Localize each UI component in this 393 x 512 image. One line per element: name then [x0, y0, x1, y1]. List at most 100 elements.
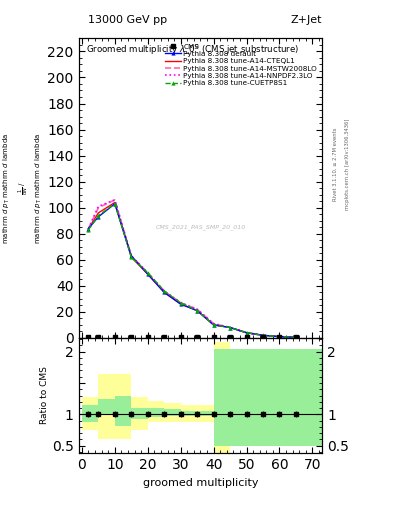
Line: Pythia 8.308 tune-A14-CTEQL1: Pythia 8.308 tune-A14-CTEQL1 — [88, 202, 296, 337]
Pythia 8.308 tune-A14-CTEQL1 — [261, 332, 265, 338]
Pythia 8.308 tune-A14-NNPDF2.3LO — [162, 288, 167, 294]
Pythia 8.308 tune-A14-MSTW2008LO — [178, 300, 183, 306]
Line: Pythia 8.308 tune-A14-NNPDF2.3LO: Pythia 8.308 tune-A14-NNPDF2.3LO — [88, 200, 296, 337]
Pythia 8.308 default — [145, 271, 150, 277]
Pythia 8.308 tune-CUETP8S1 — [211, 322, 216, 328]
Pythia 8.308 tune-A14-MSTW2008LO — [86, 225, 91, 231]
Pythia 8.308 tune-A14-CTEQL1 — [178, 301, 183, 307]
Pythia 8.308 tune-A14-NNPDF2.3LO — [277, 333, 282, 339]
CMS — [162, 333, 167, 339]
Pythia 8.308 tune-A14-CTEQL1 — [112, 199, 117, 205]
Line: Pythia 8.308 default: Pythia 8.308 default — [86, 202, 298, 339]
Pythia 8.308 tune-A14-CTEQL1 — [129, 254, 134, 260]
Pythia 8.308 default — [211, 322, 216, 328]
Legend: CMS, Pythia 8.308 default, Pythia 8.308 tune-A14-CTEQL1, Pythia 8.308 tune-A14-M: CMS, Pythia 8.308 default, Pythia 8.308 … — [163, 42, 319, 88]
Pythia 8.308 tune-A14-MSTW2008LO — [277, 333, 282, 339]
Text: Rivet 3.1.10, ≥ 2.7M events: Rivet 3.1.10, ≥ 2.7M events — [333, 127, 338, 201]
Pythia 8.308 tune-A14-NNPDF2.3LO — [129, 253, 134, 259]
Pythia 8.308 tune-A14-CTEQL1 — [277, 333, 282, 339]
Pythia 8.308 tune-A14-NNPDF2.3LO — [261, 332, 265, 338]
Pythia 8.308 tune-A14-NNPDF2.3LO — [211, 321, 216, 327]
Pythia 8.308 tune-A14-MSTW2008LO — [96, 205, 101, 211]
Text: Groomed multiplicity $\lambda\_0^0$ (CMS jet substructure): Groomed multiplicity $\lambda\_0^0$ (CMS… — [86, 43, 299, 57]
Line: CMS: CMS — [86, 334, 298, 339]
CMS — [86, 333, 91, 339]
Pythia 8.308 tune-CUETP8S1 — [244, 330, 249, 336]
Pythia 8.308 default — [86, 225, 91, 231]
Pythia 8.308 tune-A14-NNPDF2.3LO — [145, 270, 150, 276]
Line: Pythia 8.308 tune-A14-MSTW2008LO: Pythia 8.308 tune-A14-MSTW2008LO — [88, 200, 296, 337]
Pythia 8.308 default — [277, 333, 282, 339]
CMS — [129, 333, 134, 339]
Pythia 8.308 tune-A14-NNPDF2.3LO — [195, 306, 200, 312]
Pythia 8.308 default — [244, 330, 249, 336]
CMS — [277, 333, 282, 339]
CMS — [228, 333, 232, 339]
CMS — [145, 333, 150, 339]
Pythia 8.308 tune-A14-NNPDF2.3LO — [294, 334, 298, 340]
Text: mcplots.cern.ch [arXiv:1306.3436]: mcplots.cern.ch [arXiv:1306.3436] — [345, 118, 350, 209]
Pythia 8.308 tune-CUETP8S1 — [277, 333, 282, 339]
CMS — [112, 333, 117, 339]
Pythia 8.308 tune-A14-MSTW2008LO — [129, 253, 134, 259]
Pythia 8.308 tune-A14-MSTW2008LO — [211, 321, 216, 327]
Pythia 8.308 tune-A14-NNPDF2.3LO — [112, 197, 117, 203]
Pythia 8.308 tune-CUETP8S1 — [86, 227, 91, 233]
Pythia 8.308 tune-A14-CTEQL1 — [145, 271, 150, 277]
Pythia 8.308 tune-CUETP8S1 — [195, 308, 200, 314]
Pythia 8.308 tune-A14-CTEQL1 — [86, 225, 91, 231]
Pythia 8.308 tune-A14-CTEQL1 — [96, 210, 101, 216]
Pythia 8.308 default — [112, 201, 117, 207]
CMS — [195, 333, 200, 339]
Pythia 8.308 tune-A14-CTEQL1 — [244, 330, 249, 336]
Y-axis label: Ratio to CMS: Ratio to CMS — [40, 367, 49, 424]
Pythia 8.308 tune-CUETP8S1 — [162, 288, 167, 294]
Pythia 8.308 tune-CUETP8S1 — [228, 325, 232, 331]
Pythia 8.308 tune-A14-CTEQL1 — [294, 334, 298, 340]
Pythia 8.308 default — [178, 301, 183, 307]
CMS — [211, 333, 216, 339]
CMS — [96, 333, 101, 339]
Pythia 8.308 tune-A14-CTEQL1 — [162, 289, 167, 295]
Pythia 8.308 tune-CUETP8S1 — [96, 212, 101, 219]
Pythia 8.308 tune-A14-NNPDF2.3LO — [244, 330, 249, 336]
Text: Z+Jet: Z+Jet — [291, 15, 322, 25]
Pythia 8.308 tune-CUETP8S1 — [294, 334, 298, 340]
Text: CMS_2021_PAS_SMP_20_010: CMS_2021_PAS_SMP_20_010 — [155, 224, 246, 230]
Y-axis label: mathrm $d^2N$
mathrm $d$ $p_\mathrm{T}$ mathrm $d$ lambda
$\frac{1}{\mathrm{d}N}: mathrm $d^2N$ mathrm $d$ $p_\mathrm{T}$ … — [0, 133, 44, 244]
Pythia 8.308 tune-A14-NNPDF2.3LO — [96, 203, 101, 209]
Pythia 8.308 tune-CUETP8S1 — [145, 270, 150, 276]
Pythia 8.308 default — [261, 332, 265, 338]
Pythia 8.308 tune-CUETP8S1 — [178, 300, 183, 306]
X-axis label: groomed multiplicity: groomed multiplicity — [143, 478, 258, 487]
Text: 13000 GeV pp: 13000 GeV pp — [88, 15, 167, 25]
Pythia 8.308 tune-A14-MSTW2008LO — [162, 288, 167, 294]
Pythia 8.308 default — [129, 253, 134, 259]
Pythia 8.308 tune-A14-NNPDF2.3LO — [228, 325, 232, 331]
CMS — [294, 333, 298, 339]
Pythia 8.308 tune-A14-MSTW2008LO — [244, 330, 249, 336]
Pythia 8.308 tune-CUETP8S1 — [261, 332, 265, 338]
Pythia 8.308 tune-A14-MSTW2008LO — [112, 197, 117, 203]
Pythia 8.308 default — [162, 289, 167, 295]
CMS — [178, 333, 183, 339]
Line: Pythia 8.308 tune-CUETP8S1: Pythia 8.308 tune-CUETP8S1 — [86, 202, 298, 339]
Pythia 8.308 tune-A14-NNPDF2.3LO — [86, 225, 91, 231]
Pythia 8.308 tune-A14-MSTW2008LO — [145, 270, 150, 276]
Pythia 8.308 tune-A14-CTEQL1 — [211, 322, 216, 328]
Pythia 8.308 tune-A14-MSTW2008LO — [261, 332, 265, 338]
Pythia 8.308 tune-CUETP8S1 — [129, 254, 134, 260]
Pythia 8.308 default — [228, 325, 232, 331]
CMS — [244, 333, 249, 339]
Pythia 8.308 tune-A14-MSTW2008LO — [228, 325, 232, 331]
Pythia 8.308 tune-CUETP8S1 — [112, 201, 117, 207]
Pythia 8.308 default — [195, 308, 200, 314]
Pythia 8.308 default — [96, 214, 101, 220]
Pythia 8.308 tune-A14-CTEQL1 — [195, 308, 200, 314]
Pythia 8.308 tune-A14-MSTW2008LO — [294, 334, 298, 340]
Pythia 8.308 tune-A14-CTEQL1 — [228, 325, 232, 331]
Pythia 8.308 tune-A14-NNPDF2.3LO — [178, 300, 183, 306]
Pythia 8.308 tune-A14-MSTW2008LO — [195, 306, 200, 312]
CMS — [261, 333, 265, 339]
Pythia 8.308 default — [294, 334, 298, 340]
